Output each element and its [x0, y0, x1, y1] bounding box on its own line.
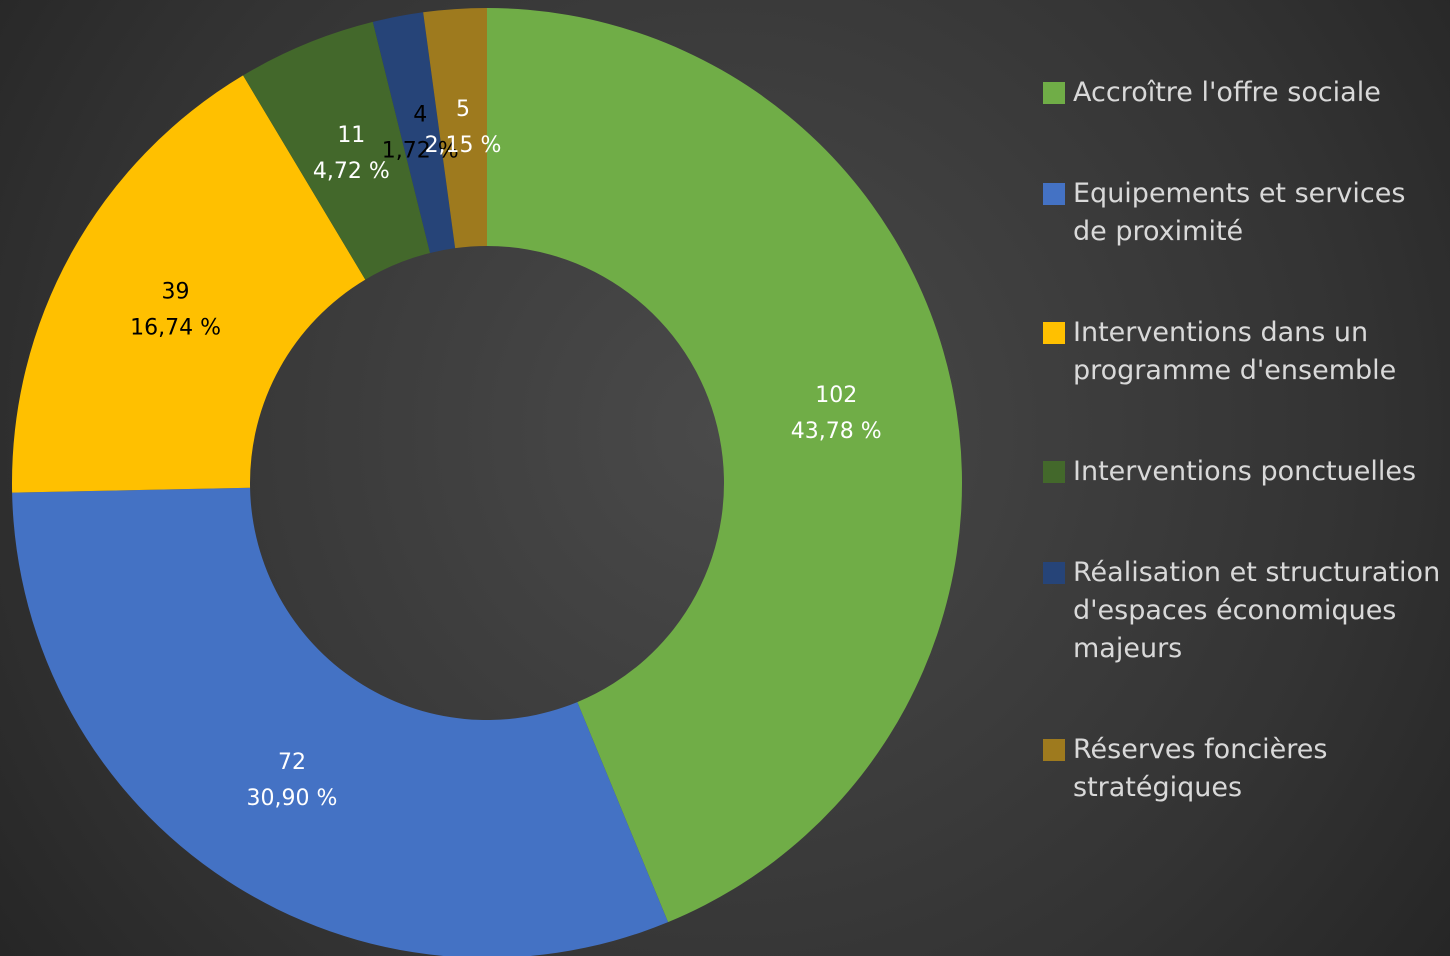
- legend-swatch: [1043, 461, 1065, 483]
- slice: [423, 8, 487, 249]
- legend-label: Interventions ponctuelles: [1073, 456, 1417, 487]
- slice: [12, 487, 669, 956]
- data-label: 11: [337, 123, 365, 148]
- slice: [12, 75, 366, 493]
- legend-item: Réalisation et structuration d'espaces é…: [1043, 554, 1443, 668]
- percent-label: 4,72 %: [313, 159, 390, 184]
- data-label: 5: [456, 97, 470, 122]
- slice: [372, 12, 456, 253]
- legend-item: Interventions dans un programme d'ensemb…: [1043, 314, 1443, 390]
- percent-label: 16,74 %: [130, 316, 221, 341]
- legend-label: Equipements et services de proximité: [1073, 178, 1406, 247]
- percent-label: 1,72 %: [382, 138, 459, 163]
- percent-label: 30,90 %: [247, 786, 338, 811]
- percent-label: 2,15 %: [425, 133, 502, 158]
- legend-label: Accroître l'offre sociale: [1073, 77, 1381, 108]
- legend-item: Equipements et services de proximité: [1043, 175, 1443, 251]
- legend-item: Interventions ponctuelles: [1043, 453, 1443, 491]
- legend-swatch: [1043, 82, 1065, 104]
- legend-label: Interventions dans un programme d'ensemb…: [1073, 317, 1397, 386]
- data-label: 102: [815, 383, 857, 408]
- legend-swatch: [1043, 562, 1065, 584]
- legend-item: Réserves foncières stratégiques: [1043, 731, 1443, 807]
- slice: [243, 21, 431, 280]
- data-label: 4: [413, 102, 427, 127]
- legend-swatch: [1043, 183, 1065, 205]
- legend-swatch: [1043, 322, 1065, 344]
- legend-swatch: [1043, 739, 1065, 761]
- legend-label: Réserves foncières stratégiques: [1073, 734, 1328, 803]
- slice: [487, 8, 962, 923]
- legend-label: Réalisation et structuration d'espaces é…: [1073, 557, 1441, 664]
- data-label: 72: [278, 750, 306, 775]
- legend-item: Accroître l'offre sociale: [1043, 74, 1443, 112]
- percent-label: 43,78 %: [791, 419, 882, 444]
- data-label: 39: [162, 280, 190, 305]
- legend: Accroître l'offre sociale Equipements et …: [1043, 74, 1443, 870]
